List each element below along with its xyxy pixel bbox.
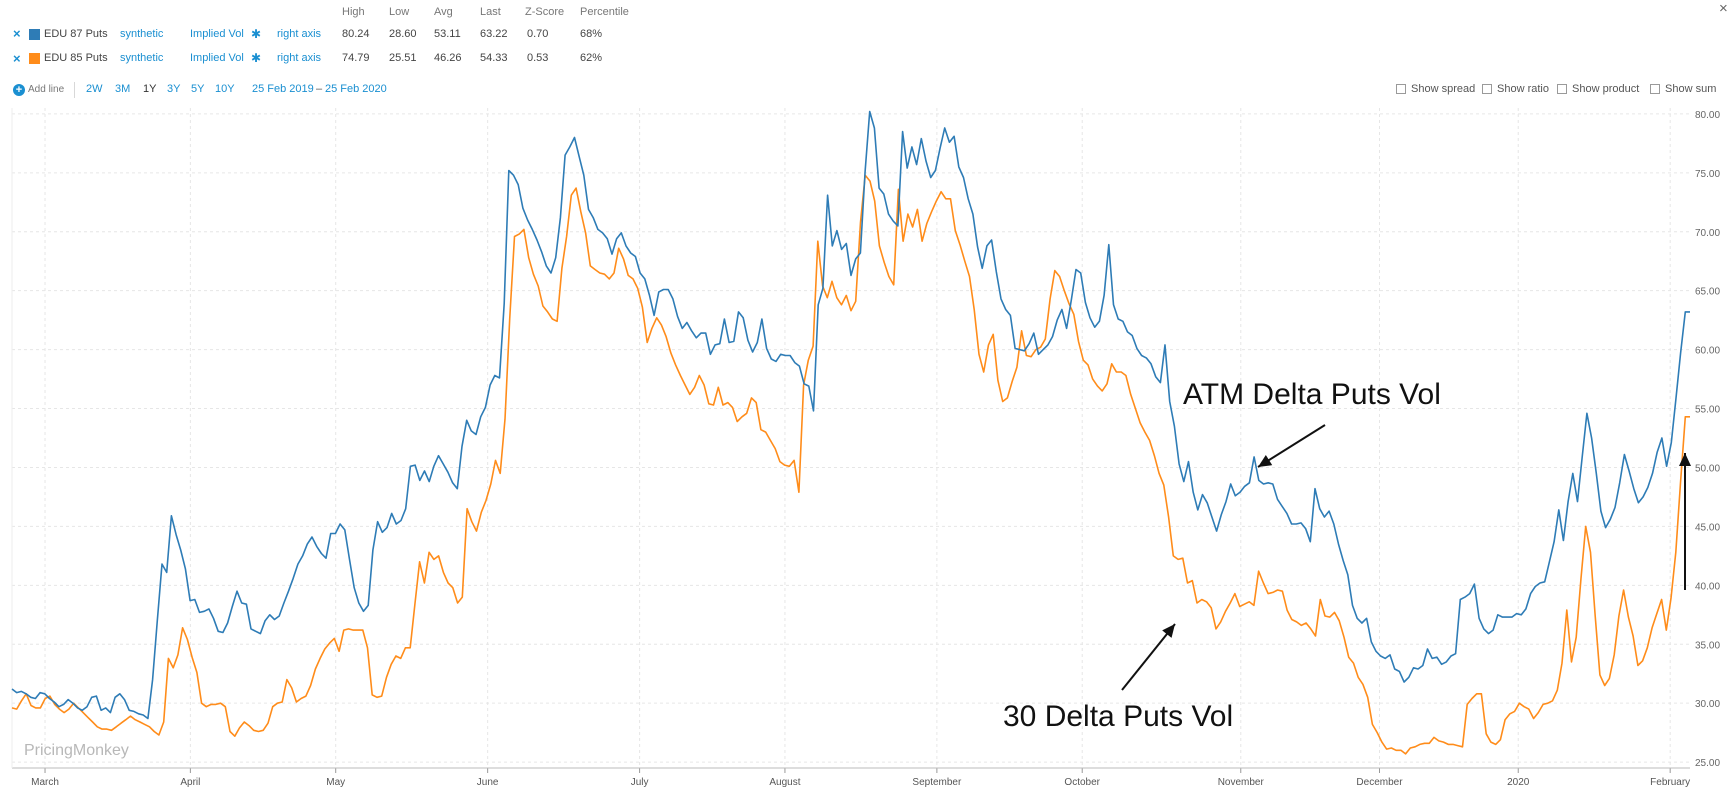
series-2-avg: 46.26	[434, 52, 462, 64]
range-3m-button[interactable]: 3M	[115, 83, 131, 95]
series-2-zscore: 0.53	[527, 52, 549, 64]
y-tick-label: 25.00	[1695, 758, 1720, 769]
header-low: Low	[389, 6, 410, 18]
arrow-atm-delta-head	[1258, 455, 1273, 467]
series-1-measure-link[interactable]: Implied Vol	[190, 28, 244, 40]
arrow-vertical-head	[1679, 453, 1691, 466]
y-tick-label: 35.00	[1695, 640, 1720, 651]
x-tick-label: December	[1356, 777, 1403, 788]
y-tick-label: 80.00	[1695, 110, 1720, 121]
series-2-axis-link[interactable]: right axis	[277, 52, 322, 64]
series-2-gear-icon[interactable]: ✱	[251, 51, 262, 65]
annotation-30-delta: 30 Delta Puts Vol	[1003, 700, 1234, 733]
series-1-avg: 53.11	[434, 28, 461, 40]
series-1-color-swatch[interactable]	[29, 29, 40, 40]
x-tick-label: April	[180, 777, 200, 788]
header-percentile: Percentile	[580, 6, 629, 18]
show-ratio-label[interactable]: Show ratio	[1497, 83, 1549, 95]
x-tick-label: May	[326, 777, 345, 788]
x-tick-label: September	[912, 777, 962, 788]
show-sum-label[interactable]: Show sum	[1665, 83, 1717, 95]
remove-series-1-icon[interactable]: ×	[13, 26, 21, 41]
series-1-high: 80.24	[342, 28, 370, 40]
x-tick-label: August	[769, 777, 800, 788]
close-panel-icon[interactable]: ×	[1719, 0, 1728, 17]
series-2-measure-link[interactable]: Implied Vol	[190, 52, 244, 64]
series-1-last: 63.22	[480, 28, 508, 40]
watermark: PricingMonkey	[24, 742, 129, 759]
series-1-percentile: 68%	[580, 28, 603, 40]
series-1-type-link[interactable]: synthetic	[120, 28, 164, 40]
x-tick-label: November	[1218, 777, 1265, 788]
x-tick-label: February	[1650, 777, 1690, 788]
date-separator: –	[316, 83, 323, 95]
show-spread-checkbox[interactable]	[1396, 84, 1406, 94]
header-avg: Avg	[434, 6, 453, 18]
y-tick-label: 65.00	[1695, 287, 1720, 298]
show-sum-checkbox[interactable]	[1650, 84, 1660, 94]
series-1-axis-link[interactable]: right axis	[277, 28, 322, 40]
show-product-checkbox[interactable]	[1557, 84, 1567, 94]
series-2-high: 74.79	[342, 52, 370, 64]
series-2-low: 25.51	[389, 52, 417, 64]
y-tick-label: 60.00	[1695, 346, 1720, 357]
range-1y-button[interactable]: 1Y	[143, 83, 157, 95]
series-2-color-swatch[interactable]	[29, 53, 40, 64]
y-tick-label: 75.00	[1695, 169, 1720, 180]
arrow-30-delta-shaft	[1121, 623, 1176, 691]
series-1-zscore: 0.70	[527, 28, 549, 40]
header-last: Last	[480, 6, 501, 18]
range-5y-button[interactable]: 5Y	[191, 83, 205, 95]
range-3y-button[interactable]: 3Y	[167, 83, 181, 95]
header-high: High	[342, 6, 365, 18]
series-1-name: EDU 87 Puts	[44, 28, 108, 40]
series-1-gear-icon[interactable]: ✱	[251, 27, 262, 41]
remove-series-2-icon[interactable]: ×	[13, 51, 21, 66]
show-product-label[interactable]: Show product	[1572, 83, 1640, 95]
x-tick-label: July	[631, 777, 649, 788]
add-line-button[interactable]: Add line	[28, 84, 65, 95]
series-2-percentile: 62%	[580, 52, 603, 64]
header-zscore: Z-Score	[525, 6, 565, 18]
show-spread-label[interactable]: Show spread	[1411, 83, 1476, 95]
date-to-picker[interactable]: 25 Feb 2020	[325, 83, 387, 95]
show-ratio-checkbox[interactable]	[1482, 84, 1492, 94]
arrow-atm-delta-shaft	[1257, 424, 1326, 468]
date-from-picker[interactable]: 25 Feb 2019	[252, 83, 314, 95]
toolbar-divider	[74, 82, 75, 98]
series-1-low: 28.60	[389, 28, 417, 40]
range-2w-button[interactable]: 2W	[86, 83, 103, 95]
series-line-edu-87-puts	[11, 110, 1690, 720]
series-2-name: EDU 85 Puts	[44, 52, 108, 64]
x-tick-label: March	[31, 777, 59, 788]
y-tick-label: 50.00	[1695, 463, 1720, 474]
y-tick-label: 70.00	[1695, 228, 1720, 239]
y-tick-label: 30.00	[1695, 699, 1720, 710]
y-tick-label: 55.00	[1695, 405, 1720, 416]
x-tick-label: June	[477, 777, 499, 788]
arrow-30-delta-head	[1162, 624, 1175, 638]
y-tick-label: 45.00	[1695, 522, 1720, 533]
series-2-type-link[interactable]: synthetic	[120, 52, 164, 64]
range-10y-button[interactable]: 10Y	[215, 83, 235, 95]
y-tick-label: 40.00	[1695, 581, 1720, 592]
annotation-atm-delta: ATM Delta Puts Vol	[1183, 378, 1441, 411]
add-line-plus-icon[interactable]: +	[13, 84, 25, 96]
x-tick-label: October	[1064, 777, 1100, 788]
series-2-last: 54.33	[480, 52, 508, 64]
x-tick-label: 2020	[1507, 777, 1530, 788]
series-line-edu-85-puts	[11, 174, 1690, 755]
